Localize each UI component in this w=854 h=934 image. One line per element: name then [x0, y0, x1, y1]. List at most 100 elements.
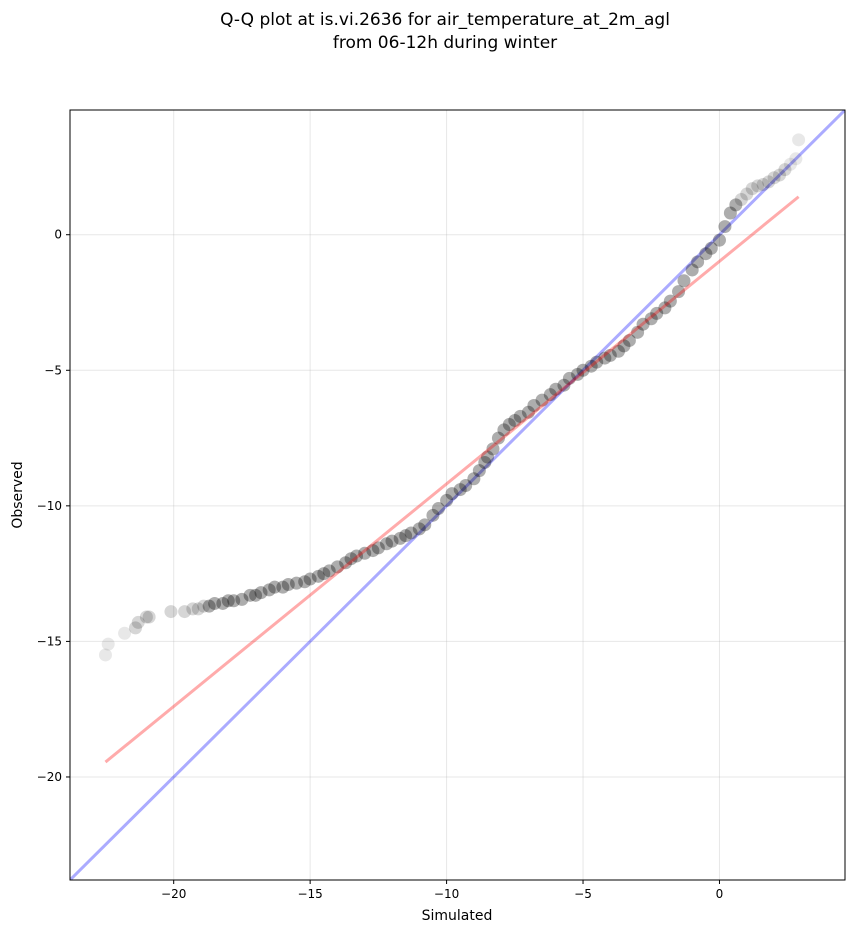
data-point: [235, 592, 249, 606]
data-point: [478, 455, 492, 469]
data-point: [778, 163, 792, 177]
data-point: [371, 541, 385, 555]
y-axis-label: Observed: [10, 461, 26, 528]
data-point: [202, 599, 216, 613]
data-point: [298, 575, 312, 589]
x-axis-ticks: −20 −15 −10 −5 0: [161, 880, 723, 901]
data-point: [311, 569, 325, 583]
data-point: [472, 464, 486, 478]
x-tick-label: −5: [574, 887, 592, 901]
data-point: [636, 317, 650, 331]
data-point: [453, 483, 467, 497]
data-point: [330, 560, 344, 574]
data-point: [740, 187, 754, 201]
data-point: [418, 518, 432, 532]
identity-line: [70, 110, 845, 880]
data-point: [289, 576, 303, 590]
data-point: [773, 168, 787, 182]
data-point: [467, 472, 481, 486]
data-point: [792, 133, 806, 147]
data-point: [178, 605, 192, 619]
data-point: [426, 508, 440, 522]
data-point: [440, 493, 454, 507]
data-point: [118, 626, 132, 640]
data-point: [622, 333, 636, 347]
x-tick-label: 0: [716, 887, 724, 901]
data-point: [186, 602, 200, 616]
data-point: [139, 610, 153, 624]
data-point: [745, 182, 759, 196]
data-point: [729, 198, 743, 212]
data-point: [663, 294, 677, 308]
data-point: [303, 572, 317, 586]
data-point: [712, 233, 726, 247]
fit-line: [104, 195, 800, 764]
y-tick-label: −20: [37, 770, 62, 784]
data-point: [699, 247, 713, 261]
data-point: [385, 534, 399, 548]
chart-title-line2: from 06-12h during winter: [333, 33, 557, 53]
data-point: [650, 306, 664, 320]
data-point: [497, 423, 511, 437]
data-point: [358, 546, 372, 560]
x-tick-label: −20: [161, 887, 186, 901]
y-tick-label: −15: [37, 634, 62, 648]
y-tick-label: −10: [37, 499, 62, 513]
data-point: [718, 220, 732, 234]
data-point: [549, 382, 563, 396]
data-point: [543, 388, 557, 402]
data-point: [584, 359, 598, 373]
data-point: [431, 502, 445, 516]
data-point: [734, 192, 748, 206]
data-point: [571, 367, 585, 381]
data-point: [756, 178, 770, 192]
data-point: [404, 526, 418, 540]
data-point: [590, 355, 604, 369]
data-point: [322, 564, 336, 578]
data-point: [412, 522, 426, 536]
data-point: [366, 544, 380, 558]
data-point: [672, 285, 686, 299]
data-point: [131, 615, 145, 629]
data-point: [762, 175, 776, 189]
x-tick-label: −15: [297, 887, 322, 901]
data-point: [535, 393, 549, 407]
data-point: [208, 596, 222, 610]
data-point: [227, 594, 241, 608]
data-point: [502, 418, 516, 432]
data-point: [142, 610, 156, 624]
data-point: [603, 348, 617, 362]
x-tick-label: −10: [434, 887, 459, 901]
data-point: [216, 596, 230, 610]
data-point: [101, 637, 115, 651]
data-point: [751, 179, 765, 193]
data-point: [521, 405, 535, 419]
data-point: [445, 487, 459, 501]
data-point: [576, 363, 590, 377]
data-point: [281, 577, 295, 591]
data-point: [644, 312, 658, 326]
data-point: [527, 399, 541, 413]
data-point: [631, 325, 645, 339]
data-point: [789, 152, 803, 166]
data-point: [513, 409, 527, 423]
data-point: [691, 255, 705, 269]
data-point: [783, 157, 797, 171]
data-point: [221, 594, 235, 608]
data-point: [685, 263, 699, 277]
data-point: [658, 301, 672, 315]
data-point: [249, 588, 263, 602]
data-point: [380, 537, 394, 551]
chart-title-line1: Q-Q plot at is.vi.2636 for air_temperatu…: [220, 10, 670, 30]
data-point: [723, 206, 737, 220]
data-point: [98, 648, 112, 662]
data-point: [128, 621, 142, 635]
data-point: [191, 602, 205, 616]
data-point: [767, 171, 781, 185]
data-point: [491, 431, 505, 445]
data-point: [481, 450, 495, 464]
data-point: [704, 241, 718, 255]
data-point: [350, 549, 364, 563]
data-point: [339, 556, 353, 570]
